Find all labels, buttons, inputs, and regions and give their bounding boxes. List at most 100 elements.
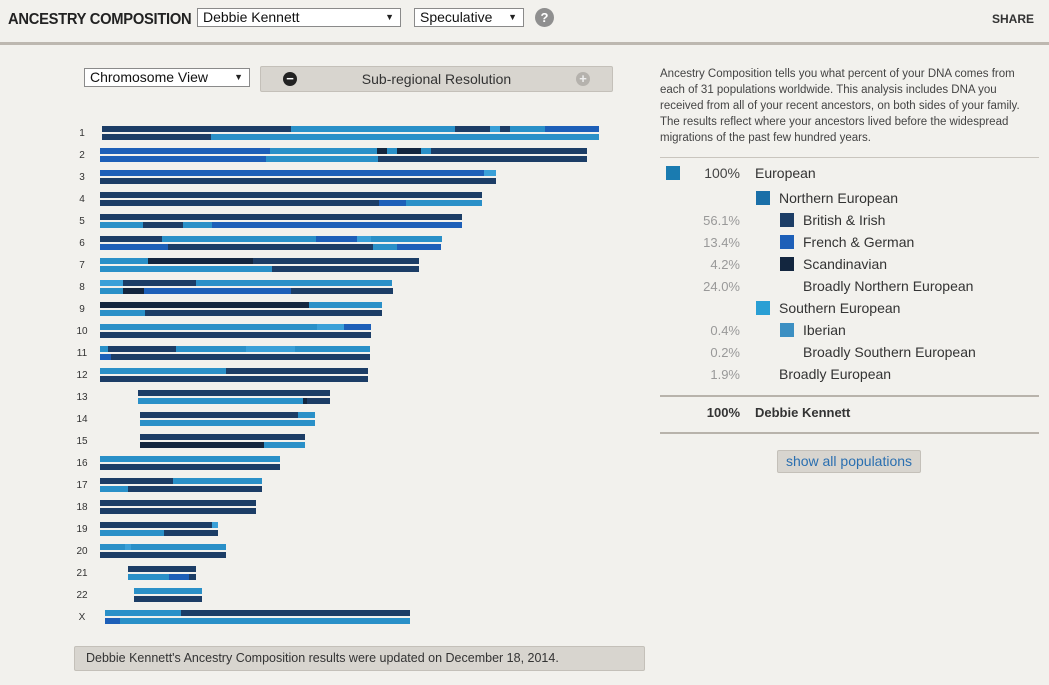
ancestry-segment — [100, 464, 280, 470]
chromosome-strand[interactable] — [134, 588, 202, 594]
app-title: ANCESTRY COMPOSITION — [8, 11, 192, 28]
chromosome-strand[interactable] — [100, 280, 393, 286]
chromosome-strand[interactable] — [100, 310, 382, 316]
total-percent: 100% — [706, 405, 740, 420]
ancestry-segment — [500, 126, 510, 132]
chromosome-strand[interactable] — [100, 508, 256, 514]
population-row: 100% European — [660, 164, 1040, 186]
chromosome-strand[interactable] — [100, 236, 442, 242]
minus-circle-icon[interactable]: − — [283, 72, 297, 86]
chromosome-strand[interactable] — [100, 500, 256, 506]
chromosome-strand[interactable] — [100, 178, 496, 184]
person-select-value: Debbie Kennett — [203, 9, 300, 25]
ancestry-segment — [212, 522, 218, 528]
chromosome-strand[interactable] — [100, 244, 442, 250]
chromosome-strand[interactable] — [102, 134, 599, 140]
ancestry-segment — [100, 522, 212, 528]
ancestry-segment — [168, 244, 373, 250]
ancestry-segment — [140, 420, 291, 426]
chromosome-strand[interactable] — [100, 464, 280, 470]
chromosome-strand[interactable] — [140, 442, 305, 448]
ancestry-segment — [510, 126, 545, 132]
view-select[interactable]: Chromosome View ▼ — [84, 68, 250, 87]
chromosome-strand[interactable] — [100, 456, 280, 462]
ancestry-segment — [378, 156, 587, 162]
chromosome-strand[interactable] — [100, 222, 462, 228]
chromosome-strand[interactable] — [100, 258, 419, 264]
chromosome-strand[interactable] — [100, 478, 262, 484]
plus-circle-icon[interactable]: + — [576, 72, 590, 86]
ancestry-segment — [455, 126, 490, 132]
chromosome-strand[interactable] — [140, 434, 305, 440]
ancestry-segment — [226, 368, 368, 374]
chromosome-strand[interactable] — [100, 486, 262, 492]
population-row: 1.9% Broadly European — [660, 365, 1040, 387]
chromosome-strand[interactable] — [138, 390, 330, 396]
population-percent: 4.2% — [710, 257, 740, 272]
chromosome-strand[interactable] — [100, 148, 587, 154]
chromosome-strand[interactable] — [100, 192, 482, 198]
color-swatch — [780, 323, 794, 337]
ancestry-segment — [131, 544, 226, 550]
ancestry-segment — [100, 552, 226, 558]
chromosome-painting: 1 2 3 4 5 6 7 8 9 10 11 12 13 14 15 16 17 18 19 20 21 22 X — [0, 120, 650, 630]
ancestry-segment — [123, 288, 144, 294]
share-link[interactable]: SHARE — [992, 12, 1035, 26]
ancestry-segment — [100, 236, 162, 242]
view-select-value: Chromosome View — [90, 69, 209, 85]
dropdown-arrow-icon: ▼ — [508, 12, 517, 22]
ancestry-segment — [100, 148, 270, 154]
total-row: 100% Debbie Kennett — [660, 403, 1040, 425]
population-percent: 56.1% — [703, 213, 740, 228]
chromosome-strand[interactable] — [100, 346, 370, 352]
question-mark-icon[interactable]: ? — [535, 8, 554, 27]
ancestry-segment — [100, 288, 123, 294]
chromosome-label: 12 — [76, 370, 88, 381]
chromosome-strand[interactable] — [100, 544, 226, 550]
chromosome-strand[interactable] — [100, 288, 393, 294]
ancestry-segment — [100, 544, 125, 550]
chromosome-strand[interactable] — [100, 376, 368, 382]
chromosome-strand[interactable] — [100, 522, 218, 528]
ancestry-segment — [100, 178, 496, 184]
chromosome-label: 17 — [76, 480, 88, 491]
person-select[interactable]: Debbie Kennett ▼ — [197, 8, 401, 27]
ancestry-segment — [406, 200, 482, 206]
chromosome-strand[interactable] — [100, 332, 371, 338]
chromosome-strand[interactable] — [140, 420, 315, 426]
ancestry-segment — [490, 126, 500, 132]
ancestry-segment — [100, 302, 309, 308]
chromosome-strand[interactable] — [100, 354, 370, 360]
chromosome-strand[interactable] — [134, 596, 202, 602]
chromosome-strand[interactable] — [100, 302, 382, 308]
chromosome-strand[interactable] — [100, 156, 587, 162]
population-percent: 13.4% — [703, 235, 740, 250]
chromosome-strand[interactable] — [100, 324, 371, 330]
chromosome-strand[interactable] — [128, 574, 196, 580]
chromosome-strand[interactable] — [102, 126, 599, 132]
chromosome-strand[interactable] — [100, 552, 226, 558]
chromosome-strand[interactable] — [140, 412, 315, 418]
mode-select[interactable]: Speculative ▼ — [414, 8, 524, 27]
chromosome-strand[interactable] — [100, 266, 419, 272]
chromosome-strand[interactable] — [105, 610, 410, 616]
chromosome-strand[interactable] — [100, 530, 218, 536]
ancestry-segment — [100, 332, 371, 338]
chromosome-strand[interactable] — [100, 200, 482, 206]
chromosome-strand[interactable] — [138, 398, 330, 404]
ancestry-segment — [100, 258, 148, 264]
chromosome-label: 3 — [79, 172, 85, 183]
population-name: European — [755, 165, 816, 181]
chromosome-strand[interactable] — [105, 618, 410, 624]
chromosome-strand[interactable] — [100, 368, 368, 374]
chromosome-strand[interactable] — [100, 170, 496, 176]
chromosome-strand[interactable] — [100, 214, 462, 220]
ancestry-segment — [123, 280, 196, 286]
ancestry-segment — [100, 486, 128, 492]
divider — [660, 432, 1039, 434]
total-name: Debbie Kennett — [755, 405, 851, 420]
chromosome-strand[interactable] — [128, 566, 196, 572]
mode-select-value: Speculative — [420, 9, 493, 25]
chromosome-label: 8 — [79, 282, 85, 293]
show-all-populations-button[interactable]: show all populations — [777, 450, 921, 473]
